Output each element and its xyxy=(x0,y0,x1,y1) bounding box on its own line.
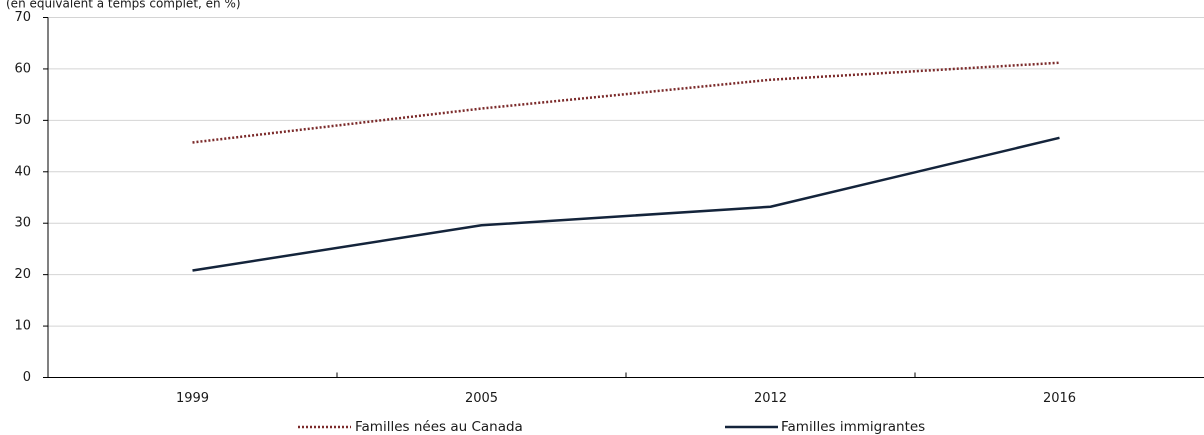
series-line-0 xyxy=(192,61,1060,144)
series-lines xyxy=(192,61,1060,272)
y-tick-label-30: 30 xyxy=(14,216,31,231)
series-line-1 xyxy=(192,136,1060,272)
y-tick-label-50: 50 xyxy=(14,113,31,128)
y-tick-label-60: 60 xyxy=(14,61,31,76)
x-tick-label-2012: 2012 xyxy=(754,391,787,406)
legend: Familles nées au Canada Familles immigran… xyxy=(298,419,925,435)
legend-label-0: Familles nées au Canada xyxy=(355,419,523,435)
legend-label-1: Familles immigrantes xyxy=(781,419,925,435)
x-tick-label-1999: 1999 xyxy=(176,391,209,406)
y-tick-label-70: 70 xyxy=(14,10,31,25)
y-tick-label-0: 0 xyxy=(23,370,31,385)
y-tick-label-10: 10 xyxy=(14,319,31,334)
axes: 0 10 20 30 40 50 60 70 1999 2005 2012 2016 xyxy=(14,10,1204,406)
unit-label: (en équivalent à temps complet, en %) xyxy=(6,0,241,11)
gridlines xyxy=(48,17,1204,327)
x-tick-label-2016: 2016 xyxy=(1043,391,1076,406)
y-tick-label-20: 20 xyxy=(14,267,31,282)
y-tick-label-40: 40 xyxy=(14,164,31,179)
x-tick-label-2005: 2005 xyxy=(465,391,498,406)
